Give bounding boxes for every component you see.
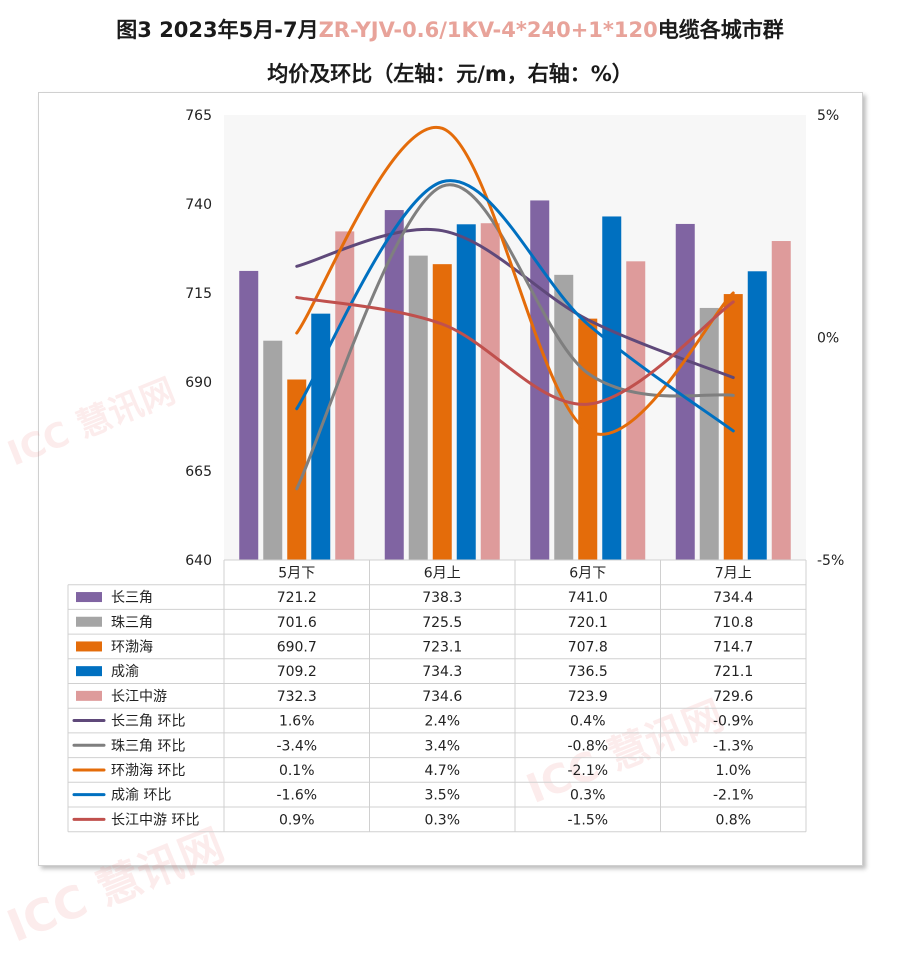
chart-title-line1: 图3 2023年5月-7月ZR-YJV-0.6/1KV-4*240+1*120电… xyxy=(0,14,900,44)
table-cell: 734.3 xyxy=(422,664,462,680)
table-cell: 723.9 xyxy=(568,689,608,705)
table-cell: 1.0% xyxy=(715,763,751,779)
table-cell: 3.4% xyxy=(424,738,460,754)
legend-label: 珠三角 xyxy=(111,615,153,631)
table-cell: 1.6% xyxy=(279,714,315,730)
table-cell: 709.2 xyxy=(277,664,317,680)
legend-key-bar xyxy=(76,592,102,603)
table-cell: 0.3% xyxy=(424,812,460,828)
bar-环渤海-5月下 xyxy=(287,379,307,560)
table-cell: -1.6% xyxy=(276,788,317,804)
legend-label: 长三角 环比 xyxy=(111,714,185,730)
table-cell: 3.5% xyxy=(424,788,460,804)
table-cell: 734.4 xyxy=(713,590,753,606)
table-cell: 0.1% xyxy=(279,763,315,779)
category-label: 6月上 xyxy=(424,565,461,581)
legend-key-bar xyxy=(76,690,102,701)
table-cell: -2.1% xyxy=(567,763,608,779)
legend-label: 环渤海 环比 xyxy=(111,763,185,779)
legend-label: 珠三角 环比 xyxy=(111,738,185,754)
table-cell: 738.3 xyxy=(422,590,462,606)
bar-珠三角-6月下 xyxy=(554,274,574,560)
table-cell: -2.1% xyxy=(713,788,754,804)
left-axis-tick: 640 xyxy=(185,553,212,569)
legend-label: 成渝 xyxy=(111,664,139,680)
table-cell: 734.6 xyxy=(422,689,462,705)
line-环渤海 环比 xyxy=(295,125,735,436)
bar-成渝-6月上 xyxy=(456,224,476,561)
bar-珠三角-5月下 xyxy=(263,340,283,560)
legend-key-bar xyxy=(76,641,102,652)
table-cell: 714.7 xyxy=(713,639,753,655)
legend-key-bar xyxy=(76,616,102,627)
left-axis-tick: 690 xyxy=(185,375,212,391)
left-axis-tick: 715 xyxy=(185,286,212,302)
right-axis-tick: 5% xyxy=(817,108,839,124)
bar-环渤海-6月上 xyxy=(432,264,452,560)
bar-环渤海-7月上 xyxy=(723,294,743,560)
bar-长江中游-6月上 xyxy=(480,223,500,560)
line-成渝 环比 xyxy=(295,179,735,433)
table-cell: 721.1 xyxy=(713,664,753,680)
table-cell: -1.5% xyxy=(567,812,608,828)
table-cell: 729.6 xyxy=(713,689,753,705)
legend-label: 长江中游 环比 xyxy=(111,812,199,828)
line-长江中游 环比 xyxy=(295,295,735,406)
bar-成渝-6月下 xyxy=(602,216,622,560)
bar-长江中游-6月下 xyxy=(626,261,646,560)
table-cell: -3.4% xyxy=(276,738,317,754)
line-珠三角 环比 xyxy=(295,183,735,491)
right-axis-tick: 0% xyxy=(817,331,839,347)
table-cell: 720.1 xyxy=(568,615,608,631)
title-highlight: ZR-YJV-0.6/1KV-4*240+1*120 xyxy=(318,18,658,42)
bar-环渤海-6月下 xyxy=(578,318,598,560)
category-label: 7月上 xyxy=(715,565,752,581)
table-cell: 725.5 xyxy=(422,615,462,631)
bar-长三角-6月下 xyxy=(530,200,550,560)
table-cell: 0.3% xyxy=(570,788,606,804)
left-axis-tick: 740 xyxy=(185,197,212,213)
category-label: 6月下 xyxy=(569,565,606,581)
table-cell: 741.0 xyxy=(568,590,608,606)
table-cell: 0.4% xyxy=(570,714,606,730)
table-cell: 701.6 xyxy=(277,615,317,631)
right-axis-tick: -5% xyxy=(817,553,844,569)
table-cell: 2.4% xyxy=(424,714,460,730)
table-cell: 707.8 xyxy=(568,639,608,655)
table-cell: -0.9% xyxy=(713,714,754,730)
bar-长三角-5月下 xyxy=(239,270,259,560)
bar-珠三角-7月上 xyxy=(699,307,719,560)
table-cell: 0.8% xyxy=(715,812,751,828)
table-cell: -1.3% xyxy=(713,738,754,754)
left-axis-tick: 665 xyxy=(185,464,212,480)
bar-长江中游-5月下 xyxy=(335,231,355,561)
legend-label: 环渤海 xyxy=(111,639,153,655)
legend-label: 成渝 环比 xyxy=(111,788,171,804)
category-label: 5月下 xyxy=(278,565,315,581)
table-cell: 0.9% xyxy=(279,812,315,828)
table-cell: 736.5 xyxy=(568,664,608,680)
table-cell: 710.8 xyxy=(713,615,753,631)
table-cell: 723.1 xyxy=(422,639,462,655)
title-prefix: 图3 2023年5月-7月 xyxy=(116,18,319,42)
table-cell: 4.7% xyxy=(424,763,460,779)
legend-label: 长三角 xyxy=(111,590,153,606)
bar-长三角-6月上 xyxy=(384,210,404,560)
bar-成渝-7月上 xyxy=(747,271,767,560)
legend-key-bar xyxy=(76,666,102,677)
bar-长三角-7月上 xyxy=(675,223,695,560)
bar-珠三角-6月上 xyxy=(408,255,428,560)
table-cell: 732.3 xyxy=(277,689,317,705)
chart-title-line2: 均价及环比（左轴：元/m，右轴：%） xyxy=(267,62,633,86)
table-cell: 690.7 xyxy=(277,639,317,655)
table-cell: -0.8% xyxy=(567,738,608,754)
legend-label: 长江中游 xyxy=(111,689,167,705)
title-suffix: 电缆各城市群 xyxy=(657,18,784,42)
table-cell: 721.2 xyxy=(277,590,317,606)
left-axis-tick: 765 xyxy=(185,108,212,124)
line-长三角 环比 xyxy=(295,227,735,380)
bar-长江中游-7月上 xyxy=(771,241,791,561)
